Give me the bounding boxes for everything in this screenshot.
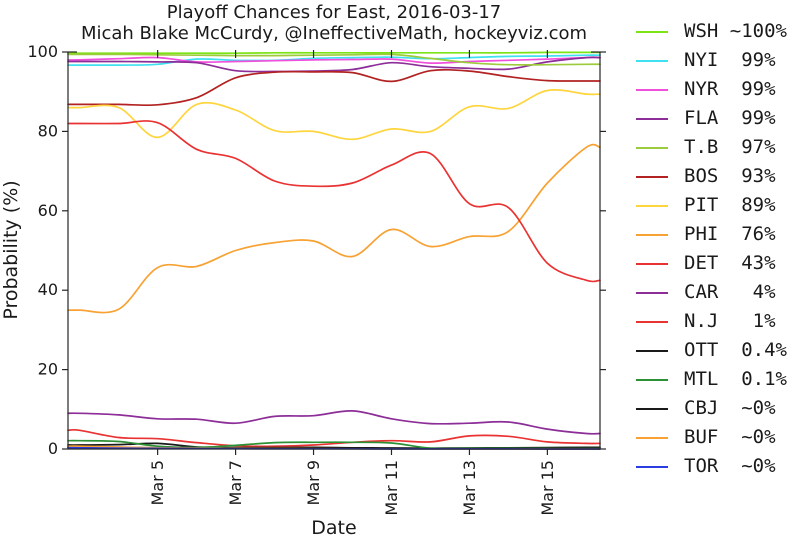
series-layer (67, 51, 601, 450)
legend-label-BUF: BUF ~0% (684, 426, 776, 448)
y-tick-label: 100 (27, 42, 58, 61)
legend-swatch-NYI (636, 59, 668, 62)
legend-item-BUF: BUF ~0% (636, 423, 796, 452)
legend-label-NYR: NYR 99% (684, 78, 776, 100)
legend-item-MTL: MTL 0.1% (636, 365, 796, 394)
x-tick-label: Mar 15 (538, 460, 557, 516)
legend-label-NYI: NYI 99% (684, 49, 776, 71)
y-axis-title: Probability (%) (0, 180, 22, 319)
chart-title: Playoff Chances for East, 2016-03-17 (166, 2, 502, 23)
legend-item-WSH: WSH ~100% (636, 17, 796, 46)
legend-item-TOR: TOR ~0% (636, 452, 796, 481)
legend: WSH ~100% NYI 99% NYR 99% FLA 99% T.B 97% BOS… (636, 17, 796, 481)
legend-swatch-CBJ (636, 407, 668, 410)
legend-swatch-PHI (636, 233, 668, 236)
legend-swatch-NYR (636, 88, 668, 91)
legend-swatch-T.B (636, 146, 668, 149)
y-tick-label: 20 (38, 360, 58, 379)
series-line-NYR (67, 56, 601, 65)
legend-swatch-TOR (636, 465, 668, 468)
legend-swatch-BUF (636, 436, 668, 439)
legend-label-CBJ: CBJ ~0% (684, 397, 776, 419)
legend-item-FLA: FLA 99% (636, 104, 796, 133)
legend-swatch-PIT (636, 204, 668, 207)
legend-label-CAR: CAR 4% (684, 281, 776, 303)
legend-label-FLA: FLA 99% (684, 107, 776, 129)
legend-swatch-OTT (636, 349, 668, 352)
legend-item-T.B: T.B 97% (636, 133, 796, 162)
legend-swatch-N.J (636, 320, 668, 323)
legend-label-T.B: T.B 97% (684, 136, 776, 158)
legend-label-OTT: OTT 0.4% (684, 339, 787, 361)
legend-swatch-MTL (636, 378, 668, 381)
legend-item-CAR: CAR 4% (636, 278, 796, 307)
x-tick-label: Mar 11 (382, 460, 401, 516)
series-line-DET (67, 120, 601, 283)
legend-swatch-BOS (636, 175, 668, 178)
legend-item-DET: DET 43% (636, 249, 796, 278)
x-tick-label: Mar 7 (226, 460, 245, 505)
series-line-WSH (67, 51, 601, 55)
y-tick-label: 40 (38, 280, 58, 299)
legend-item-CBJ: CBJ ~0% (636, 394, 796, 423)
legend-label-BOS: BOS 93% (684, 165, 776, 187)
chart-subtitle: Micah Blake McCurdy, @IneffectiveMath, h… (80, 23, 588, 44)
axes-layer: 0 20 40 60 80 100 Mar 5 Mar 7 Mar 9 Mar 11 Mar 13 M… (27, 42, 606, 516)
y-tick-label: 80 (38, 121, 58, 140)
legend-swatch-DET (636, 262, 668, 265)
legend-item-PHI: PHI 76% (636, 220, 796, 249)
series-line-NYI (67, 54, 601, 66)
legend-label-WSH: WSH ~100% (684, 20, 787, 42)
x-tick-label: Mar 9 (304, 460, 323, 505)
legend-label-TOR: TOR ~0% (684, 455, 776, 477)
series-line-PHI (67, 143, 601, 314)
legend-item-NYR: NYR 99% (636, 75, 796, 104)
series-line-PIT (67, 89, 601, 141)
legend-item-NYI: NYI 99% (636, 46, 796, 75)
legend-label-DET: DET 43% (684, 252, 776, 274)
x-axis-title: Date (311, 517, 356, 539)
legend-swatch-FLA (636, 117, 668, 120)
legend-item-PIT: PIT 89% (636, 191, 796, 220)
y-tick-label: 0 (48, 439, 58, 458)
y-tick-label: 60 (38, 201, 58, 220)
x-tick-label: Mar 5 (148, 460, 167, 505)
series-line-CAR (67, 410, 601, 435)
series-line-FLA (67, 56, 601, 73)
legend-item-BOS: BOS 93% (636, 162, 796, 191)
legend-swatch-CAR (636, 291, 668, 294)
x-tick-label: Mar 13 (460, 460, 479, 516)
legend-item-OTT: OTT 0.4% (636, 336, 796, 365)
legend-label-PIT: PIT 89% (684, 194, 776, 216)
legend-label-PHI: PHI 76% (684, 223, 776, 245)
legend-label-MTL: MTL 0.1% (684, 368, 787, 390)
legend-swatch-WSH (636, 30, 668, 33)
series-line-N.J (67, 428, 601, 448)
legend-item-N.J: N.J 1% (636, 307, 796, 336)
legend-label-N.J: N.J 1% (684, 310, 776, 332)
series-line-BOS (67, 68, 601, 107)
series-line-T.B (67, 53, 601, 66)
